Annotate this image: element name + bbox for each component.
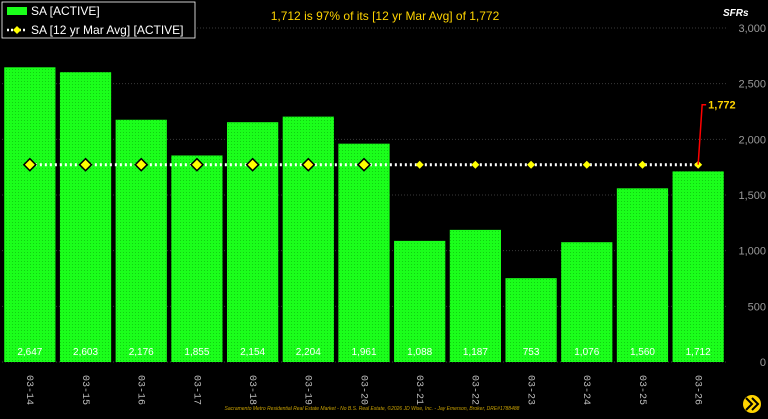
x-tick-label: 03-21 — [413, 375, 424, 405]
bar-series — [4, 67, 724, 363]
bar-data-label: 2,603 — [73, 347, 98, 358]
bar — [672, 171, 724, 362]
average-marker — [638, 160, 647, 169]
footer-credit: Sacramento Metro Residential Real Estate… — [225, 405, 520, 412]
y-axis-units: SFRs — [723, 8, 749, 19]
bar-data-label: 753 — [523, 347, 540, 358]
bar — [59, 72, 112, 362]
y-tick-label: 3,000 — [738, 23, 766, 35]
average-marker — [78, 157, 93, 172]
y-tick-label: 1,000 — [738, 246, 766, 258]
legend: SA [ACTIVE] SA [12 yr Mar Avg] [ACTIVE] — [1, 1, 196, 39]
bar — [338, 143, 390, 362]
bar-data-label: 2,154 — [240, 347, 265, 358]
y-tick-label: 0 — [760, 357, 766, 369]
chart-title: 1,712 is 97% of its [12 yr Mar Avg] of 1… — [271, 9, 500, 23]
bar-data-label: 1,088 — [407, 347, 432, 358]
average-marker — [301, 157, 316, 172]
x-tick-label: 03-19 — [302, 375, 313, 405]
legend-swatch-bar — [7, 7, 27, 15]
bar-data-label: 2,647 — [17, 347, 42, 358]
bar — [282, 116, 334, 362]
annotation-label: 1,772 — [708, 100, 736, 112]
bar — [394, 240, 446, 362]
bar — [505, 278, 557, 362]
bar-data-label: 1,855 — [184, 347, 209, 358]
x-tick-label: 03-20 — [357, 375, 368, 405]
bar-data-label: 1,712 — [686, 347, 711, 358]
y-tick-label: 1,500 — [738, 190, 766, 202]
average-marker — [189, 157, 204, 172]
average-marker — [356, 157, 372, 172]
legend-label-line: SA [12 yr Mar Avg] [ACTIVE] — [31, 23, 184, 37]
bar — [561, 242, 613, 362]
legend-box — [1, 1, 196, 39]
bar-data-label: 1,560 — [630, 347, 655, 358]
average-marker — [245, 157, 260, 172]
bar-data-label: 1,961 — [351, 347, 376, 358]
x-tick-label: 03-14 — [23, 375, 34, 405]
bar-data-label: 2,176 — [129, 347, 154, 358]
x-tick-label: 03-17 — [190, 375, 201, 405]
x-tick-label: 03-24 — [580, 375, 591, 405]
average-marker — [582, 160, 591, 169]
x-tick-label: 03-26 — [692, 375, 703, 405]
annotation-leader-line — [697, 103, 707, 165]
x-tick-label: 03-15 — [79, 375, 90, 405]
bar — [115, 119, 167, 362]
x-tick-label: 03-22 — [469, 375, 480, 405]
bar — [616, 188, 669, 362]
average-marker — [415, 160, 424, 169]
bar-data-label: 2,204 — [296, 347, 321, 358]
x-tick-label: 03-25 — [636, 375, 647, 405]
y-tick-label: 2,500 — [738, 79, 766, 91]
average-marker — [134, 157, 149, 172]
average-line-series — [22, 157, 703, 172]
x-tick-label: 03-23 — [524, 375, 535, 405]
x-tick-label: 03-18 — [246, 375, 257, 405]
legend-marker-icon — [13, 26, 21, 34]
y-tick-label: 500 — [748, 301, 766, 313]
y-tick-label: 2,000 — [738, 134, 766, 146]
bar — [449, 229, 502, 362]
legend-label-bar: SA [ACTIVE] — [31, 4, 100, 18]
average-marker — [22, 157, 37, 172]
bar-data-label: 1,076 — [574, 347, 599, 358]
bar-data-label: 1,187 — [463, 347, 488, 358]
x-tick-label: 03-16 — [135, 375, 146, 405]
bar — [171, 155, 223, 362]
average-marker — [471, 160, 480, 169]
average-marker — [527, 160, 536, 169]
brand-logo-icon — [743, 395, 761, 413]
y-axis-ticks: 0 500 1,000 1,500 2,000 2,500 3,000 — [738, 23, 766, 369]
bar-data-labels: 2,647 2,603 2,176 1,855 2,154 2,204 1,961 1,088… — [17, 347, 711, 358]
annotation: 1,772 — [697, 100, 736, 165]
x-axis-ticks: 03-14 03-15 03-16 03-17 03-18 03-19 03-20 03-21… — [23, 375, 702, 405]
bar — [4, 67, 56, 363]
